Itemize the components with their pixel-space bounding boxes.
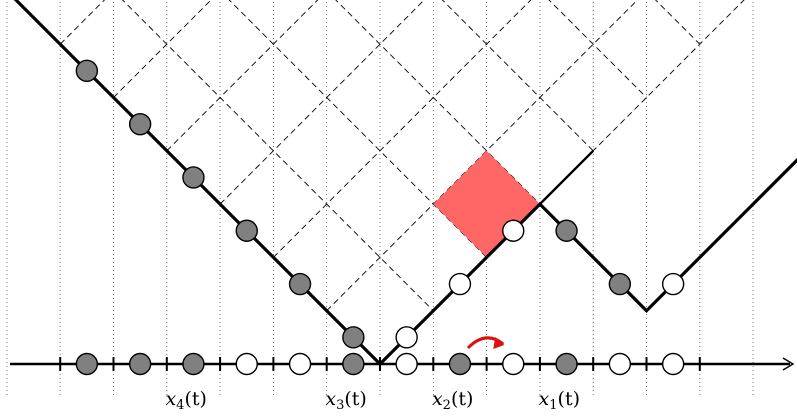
jump-arrow-icon	[466, 336, 505, 350]
profile-particles	[75, 59, 685, 349]
particle-filled	[128, 352, 152, 376]
particle-empty	[235, 352, 258, 376]
particle-filled	[342, 352, 365, 376]
particle-filled	[182, 352, 205, 376]
particle-empty	[502, 352, 525, 376]
lattice-line	[654, 0, 701, 45]
axis-arrowhead-icon	[782, 357, 795, 371]
particle-filled	[75, 352, 99, 376]
lattice-line	[113, 0, 212, 98]
particle-empty	[395, 326, 418, 349]
lattice-line	[228, 0, 487, 258]
lattice-line	[219, 0, 425, 205]
vertical-dotted-grid	[6, 2, 754, 395]
height-profile-path	[13, 0, 797, 367]
lattice-line	[326, 0, 639, 312]
particle-label-x3: x3(t)	[325, 388, 367, 413]
particle-label-x4: x4(t)	[165, 388, 207, 413]
particle-filled	[555, 219, 578, 242]
particle-empty	[395, 352, 418, 376]
lattice-line	[335, 0, 541, 205]
particle-label-x2: x2(t)	[431, 388, 474, 413]
red-highlight-square	[433, 150, 540, 258]
particle-filled	[75, 59, 99, 83]
particle-filled	[182, 166, 205, 189]
particle-empty	[502, 219, 525, 242]
lattice-line	[441, 0, 594, 152]
particle-filled	[342, 326, 365, 349]
particle-filled	[555, 352, 578, 376]
particle-filled	[448, 352, 472, 376]
jump-arrow-head	[493, 337, 505, 349]
particle-filled	[608, 272, 632, 296]
particle-filled	[128, 112, 152, 136]
particle-filled	[288, 272, 312, 296]
highlight-square	[433, 150, 540, 258]
particle-label-x1: x1(t)	[538, 388, 581, 413]
particle-empty	[661, 352, 685, 376]
lattice-line	[59, 0, 106, 45]
particle-empty	[608, 352, 632, 376]
profile-line	[13, 0, 797, 367]
lattice-line	[273, 0, 532, 258]
particle-empty	[661, 272, 685, 296]
lattice-line	[166, 0, 319, 152]
line-particles	[75, 352, 685, 376]
v-right-line	[379, 149, 595, 365]
particle-filled	[235, 219, 258, 242]
lattice-line	[548, 0, 647, 98]
particle-empty	[288, 352, 312, 376]
particle-empty	[448, 272, 472, 296]
